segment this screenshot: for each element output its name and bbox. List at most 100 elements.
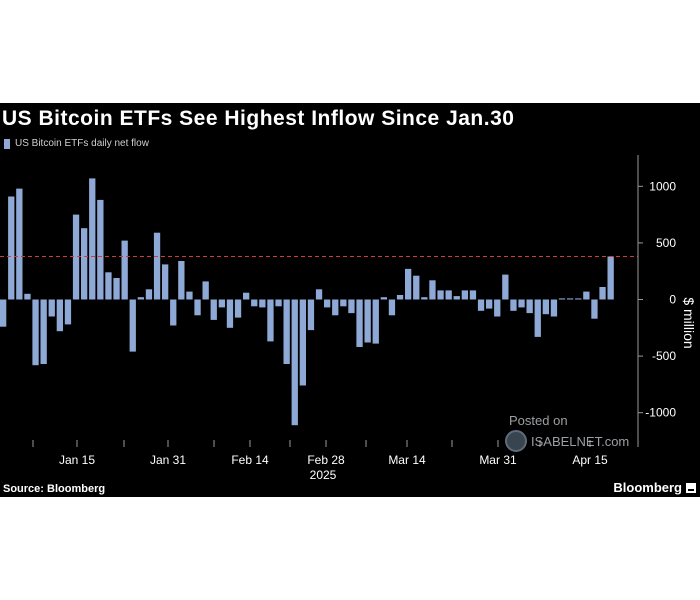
bar [388,299,396,316]
bar [307,299,315,331]
bar [153,232,161,300]
x-year-label: 2025 [310,468,337,482]
bar [461,290,468,300]
chart-title: US Bitcoin ETFs See Highest Inflow Since… [2,107,515,130]
bar [275,299,282,307]
bar [243,292,250,300]
bar [186,291,193,300]
bar [178,261,185,300]
x-tick-label: Apr 15 [572,453,608,467]
bar [364,299,371,343]
y-tick-label: 1000 [649,179,676,193]
legend-label: US Bitcoin ETFs daily net flow [15,138,149,149]
bar [24,293,31,300]
bar [445,290,452,300]
bar [583,291,590,300]
bar [218,299,225,308]
bar [72,214,80,300]
bar [291,299,298,426]
bar [283,299,290,364]
bar [591,299,598,319]
bar [494,299,501,317]
bar [16,188,23,300]
bar [113,278,120,300]
bar [129,299,136,352]
bar [162,264,169,300]
bar [405,268,412,300]
bar [324,299,331,308]
x-tick-label: Mar 14 [388,453,426,467]
chart-panel: US Bitcoin ETFs See Highest Inflow Since… [0,103,700,497]
watermark-site: ISABELNET.com [531,433,630,449]
bar [332,299,339,316]
bar [607,256,614,300]
bar [477,299,485,311]
bar [348,299,355,314]
bar [202,281,209,300]
brand-logo: Bloomberg [613,480,696,495]
bar [64,299,72,325]
bar [81,228,88,300]
bar [599,287,606,300]
bar [558,298,566,300]
bar [437,290,444,300]
bar [105,272,112,300]
bar [413,275,420,300]
bar [356,299,363,347]
bar [8,196,15,300]
bar [315,289,323,300]
bar [526,299,533,314]
bar [48,299,55,317]
x-tick-label: Jan 31 [150,453,186,467]
bar [32,299,39,366]
bar [259,299,266,308]
bar [510,299,517,311]
legend: US Bitcoin ETFs daily net flow [4,138,149,149]
bar [267,299,274,342]
y-tick-label: -500 [652,349,676,363]
bar [40,299,47,364]
bar [453,296,460,300]
bar [97,199,104,300]
bar [575,298,582,300]
bar [89,178,96,300]
bar [340,299,347,307]
watermark-posted-on: Posted on [509,413,568,428]
bar [486,299,493,309]
bar [299,299,306,386]
y-axis-label: $ million [681,297,697,348]
legend-swatch [4,138,10,149]
bar-chart: 1000 500 0 -500 -1000 $ million Jan 15 Jan 31 Fe… [0,155,697,482]
y-tick-label: -1000 [645,406,676,420]
bar [396,295,404,300]
bar [0,299,7,327]
bar [542,299,549,315]
x-tick-label: Feb 14 [231,453,269,467]
brand-name: Bloomberg [613,480,682,495]
bar [234,299,242,318]
bar [137,297,144,300]
bar [121,240,128,300]
bar [421,297,428,300]
x-tick-label: Feb 28 [307,453,345,467]
bar [429,280,436,300]
y-tick-label: 500 [656,236,676,250]
x-tick-label: Jan 15 [59,453,95,467]
bar [145,289,153,300]
bar [567,298,574,300]
bar [380,297,387,300]
bar [251,299,258,307]
y-tick-label: 0 [669,293,676,307]
bar [226,299,234,328]
bar [372,299,379,344]
bar [550,299,558,317]
bar [469,290,477,300]
bar [534,299,541,337]
source-note: Source: Bloomberg [3,483,106,495]
globe-logo-icon [505,430,527,452]
bar [502,274,509,300]
bar [56,299,63,332]
x-tick-label: Mar 31 [479,453,517,467]
bar [194,299,201,316]
brand-icon [686,482,696,493]
